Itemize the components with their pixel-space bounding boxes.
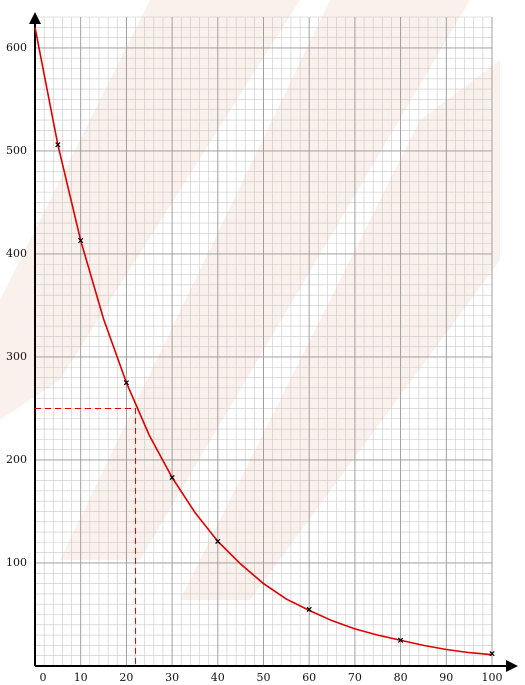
x-tick-label: 90	[439, 671, 453, 684]
y-tick-label: 200	[6, 453, 27, 466]
y-tick-label: 300	[6, 350, 27, 363]
x-tick-label: 40	[211, 671, 225, 684]
x-tick-label: 10	[74, 671, 88, 684]
point-marker	[169, 474, 175, 481]
point-marker	[123, 380, 130, 386]
point-marker	[489, 651, 495, 657]
x-tick-label: 100	[482, 671, 503, 684]
guide-line	[35, 407, 137, 666]
y-tick-label: 500	[6, 144, 27, 157]
y-tick-label: 100	[6, 556, 27, 569]
y-axis-arrow	[29, 12, 41, 24]
point-marker	[306, 606, 312, 612]
x-tick-label: 60	[302, 671, 316, 684]
point-marker	[78, 237, 84, 244]
x-tick-label: 70	[348, 671, 362, 684]
x-axis-arrow	[506, 660, 518, 672]
x-tick-label: 80	[394, 671, 408, 684]
point-marker	[215, 538, 221, 544]
y-tick-label: 400	[6, 247, 27, 260]
x-tick-label: 30	[165, 671, 179, 684]
x-tick-label: 20	[119, 671, 133, 684]
x-tick-label: 50	[257, 671, 271, 684]
point-marker	[55, 142, 61, 148]
x-tick-label: 0	[40, 671, 47, 684]
curve	[34, 27, 493, 656]
watermark	[0, 0, 500, 600]
y-tick-label: 600	[6, 41, 27, 54]
point-marker	[397, 637, 404, 643]
